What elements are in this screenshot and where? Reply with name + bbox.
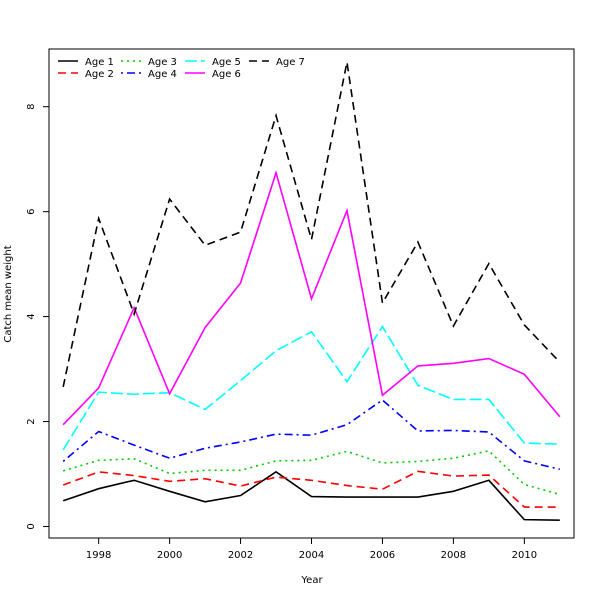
legend-label-age-7: Age 7 [276,57,305,68]
x-axis: 1998 2000 2002 2004 2006 2008 2010 [86,538,537,561]
legend-label-age-5: Age 5 [212,57,241,68]
x-tick-label: 2004 [299,550,324,561]
legend-label-age-4: Age 4 [148,69,177,80]
series-line-age-5 [62,325,560,451]
y-axis-title: Catch mean weight [3,245,14,342]
y-tick-label: 0 [26,523,37,529]
series-line-age-4 [62,398,560,471]
plot-frame [48,48,575,539]
series-line-age-1 [62,470,560,521]
legend-label-age-3: Age 3 [148,57,177,68]
x-tick-label: 2006 [370,550,395,561]
y-axis: 0 2 4 6 8 [26,104,49,530]
y-tick-label: 6 [26,208,37,214]
x-tick-label: 2000 [157,550,182,561]
series-line-age-6 [62,170,561,426]
x-tick-label: 2002 [228,550,253,561]
x-tick-label: 1998 [86,550,111,561]
y-tick-label: 8 [26,104,37,110]
series-line-age-3 [62,450,561,496]
legend-label-age-1: Age 1 [85,57,114,68]
series-lines [62,61,561,521]
legend-label-age-6: Age 6 [212,69,241,80]
series-line-age-7 [62,61,561,388]
series-line-age-2 [62,470,560,508]
y-tick-label: 2 [26,418,37,424]
x-tick-label: 2010 [512,550,537,561]
y-tick-label: 4 [26,313,37,319]
legend-label-age-2: Age 2 [85,69,114,80]
x-axis-title: Year [300,575,323,586]
x-tick-label: 2008 [441,550,466,561]
